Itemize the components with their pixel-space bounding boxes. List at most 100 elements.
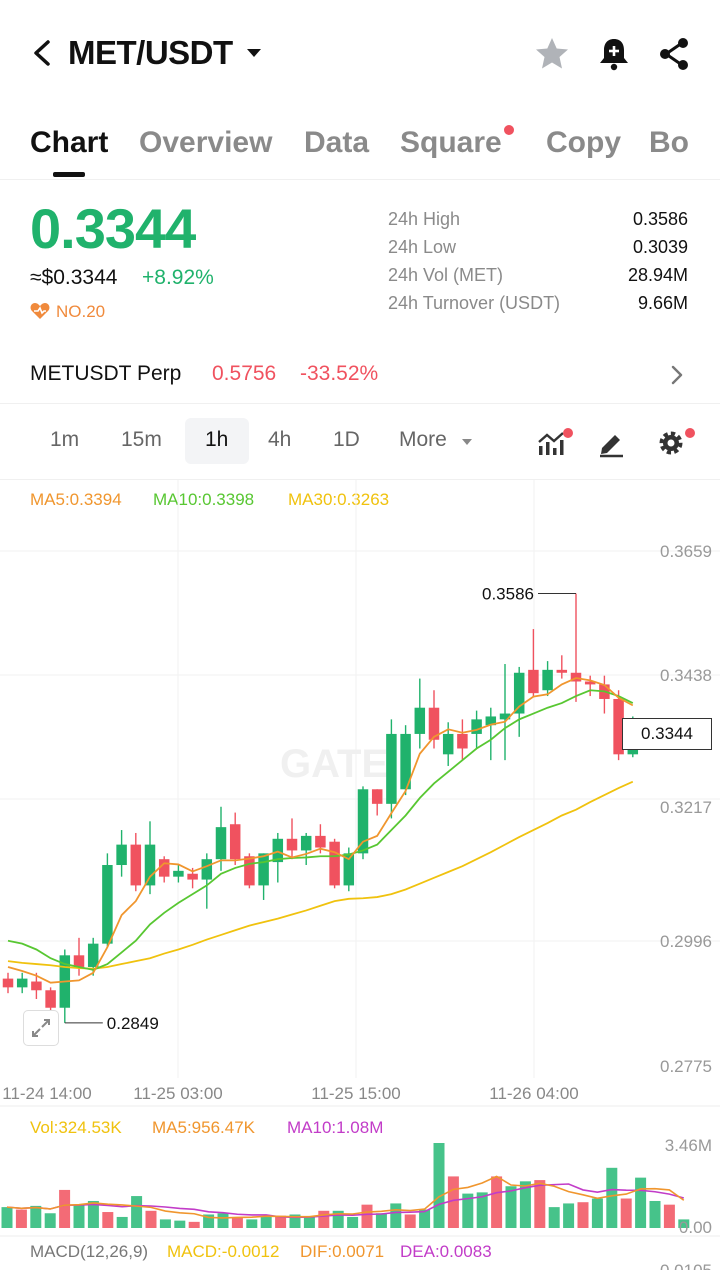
candlestick-chart[interactable]: 0.3659 0.3438 0.3217 0.2996 0.2775 11-24 14:0…: [0, 480, 720, 1270]
tab-square[interactable]: Square: [400, 126, 502, 159]
settings-dot: [685, 428, 695, 438]
x-tick-label: 11-24 14:00: [2, 1084, 91, 1103]
candle-body: [329, 841, 340, 886]
y-tick-label: 0.2775: [660, 1057, 712, 1076]
macd-axis-label: 0.0105: [660, 1261, 712, 1270]
dif-value: DIF:0.0071: [300, 1242, 385, 1261]
candle-body: [542, 669, 553, 691]
interval-1h[interactable]: 1h: [205, 428, 229, 451]
high-marker-label: 0.3586: [482, 585, 534, 604]
tab-chart[interactable]: Chart: [30, 126, 109, 159]
pair-title[interactable]: MET/USDT: [68, 34, 233, 71]
volume-bar: [620, 1198, 632, 1228]
volume-bar: [15, 1209, 27, 1228]
candle-body: [258, 853, 269, 886]
interval-15m[interactable]: 15m: [121, 428, 162, 451]
settings-gear-icon[interactable]: [656, 428, 686, 458]
price-change: +8.92%: [142, 266, 214, 289]
stat-value-high: 0.3586: [632, 209, 688, 229]
volume-bar: [246, 1219, 258, 1228]
more-caret-icon: [462, 439, 472, 445]
volume-bar: [188, 1221, 200, 1228]
volume-bar: [563, 1203, 575, 1228]
x-tick-label: 11-26 04:00: [489, 1084, 578, 1103]
perp-change: -33.52%: [300, 362, 379, 385]
vol-ma5-line: [6, 1175, 685, 1219]
volume-bar: [447, 1176, 459, 1228]
volume-bar: [303, 1216, 315, 1228]
interval-more[interactable]: More: [399, 428, 447, 451]
volume-bar: [44, 1213, 56, 1228]
volume-bar: [476, 1192, 488, 1228]
y-tick-label: 0.2996: [660, 932, 712, 951]
stat-label-turnover: 24h Turnover (USDT): [388, 293, 561, 313]
volume-bar: [159, 1219, 171, 1228]
volume-bar: [577, 1202, 589, 1228]
volume-bar: [217, 1213, 229, 1228]
interval-1d[interactable]: 1D: [333, 428, 360, 451]
ma10-line: [7, 689, 634, 971]
candle-body: [2, 978, 14, 988]
candle-body: [414, 707, 426, 734]
stat-value-vol: 28.94M: [627, 265, 688, 285]
interval-4h[interactable]: 4h: [268, 428, 292, 451]
volume-bar: [347, 1216, 359, 1228]
candle-body: [286, 838, 298, 851]
volume-bar: [102, 1212, 114, 1228]
candle-body: [371, 789, 383, 804]
vol-label: Vol:324.53K: [30, 1118, 122, 1137]
star-icon[interactable]: [532, 34, 572, 74]
tab-data[interactable]: Data: [304, 126, 370, 159]
volume-bar: [375, 1213, 387, 1228]
candle-body: [442, 733, 454, 755]
volume-bar: [116, 1216, 128, 1228]
volume-bar: [59, 1189, 71, 1228]
candle-body: [471, 719, 482, 734]
candle-body: [357, 789, 369, 854]
tab-overview[interactable]: Overview: [139, 126, 273, 159]
vol-axis-max: 3.46M: [665, 1136, 712, 1155]
draw-pencil-icon[interactable]: [596, 428, 626, 458]
caret-down-icon[interactable]: [244, 46, 264, 60]
volume-bar: [419, 1209, 431, 1228]
candle-body: [556, 669, 568, 673]
candle-body: [343, 853, 355, 886]
volume-bar: [87, 1200, 99, 1228]
candle-body: [215, 827, 227, 860]
indicators-icon[interactable]: [536, 428, 566, 458]
volume-bar: [519, 1181, 531, 1228]
candle-body: [428, 707, 440, 740]
ma30-label: MA30:0.3263: [288, 490, 390, 509]
ma30-line: [7, 780, 634, 970]
perp-row[interactable]: METUSDT Perp 0.5756 -33.52%: [0, 346, 720, 404]
active-interval-highlight: [185, 418, 249, 464]
stat-label-vol: 24h Vol (MET): [388, 265, 504, 285]
candle-body: [102, 865, 113, 944]
volume-bar: [145, 1210, 157, 1228]
share-icon[interactable]: [654, 34, 694, 74]
expand-chart-button[interactable]: [23, 1010, 59, 1046]
watermark: GATE: [280, 742, 388, 786]
interval-1m[interactable]: 1m: [50, 428, 80, 451]
indicators-dot: [563, 428, 573, 438]
volume-bar: [663, 1204, 675, 1228]
stat-value-turnover: 9.66M: [637, 293, 688, 313]
back-arrow-icon[interactable]: [28, 36, 58, 70]
volume-bar: [174, 1220, 186, 1228]
stat-label-low: 24h Low: [388, 237, 457, 257]
volume-bar: [260, 1216, 272, 1228]
bell-plus-icon[interactable]: [594, 34, 634, 74]
candle-body: [613, 698, 624, 755]
tab-bots[interactable]: Bo: [649, 126, 689, 159]
volume-bar: [30, 1205, 42, 1228]
volume-bar: [1, 1207, 13, 1228]
volume-bar: [231, 1216, 243, 1228]
rank-badge[interactable]: NO.20: [30, 302, 105, 322]
candle-body: [229, 824, 241, 860]
usd-price: ≈$0.3344: [30, 266, 118, 289]
volume-bar: [73, 1204, 85, 1228]
candle-body: [173, 870, 184, 877]
tab-copy[interactable]: Copy: [546, 126, 621, 159]
candle-body: [87, 943, 99, 967]
x-tick-label: 11-25 03:00: [133, 1084, 222, 1103]
